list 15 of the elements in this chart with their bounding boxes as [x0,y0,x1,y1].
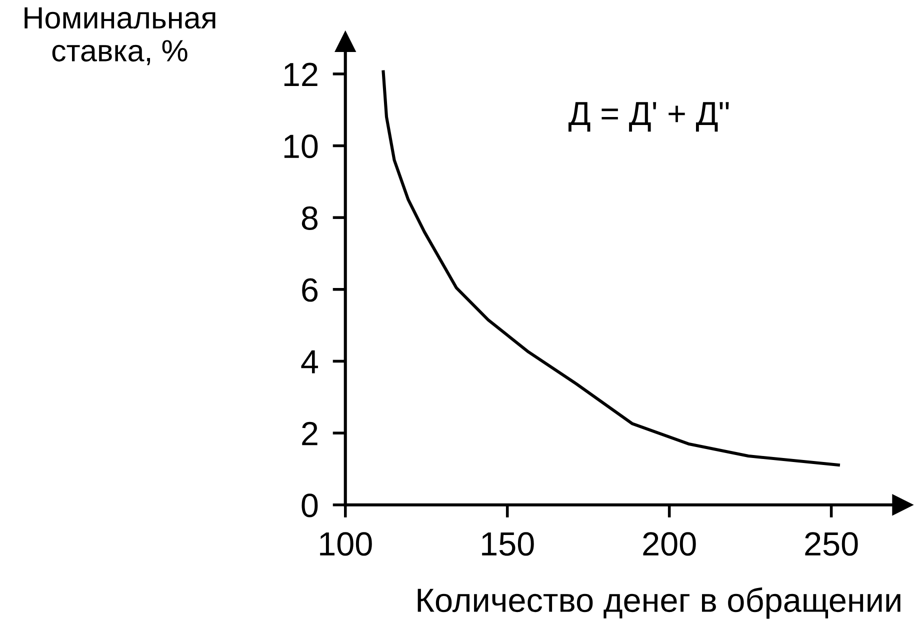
y-tick-label: 6 [302,278,318,302]
y-tick-label: 10 [284,134,318,158]
line-series [382,70,840,467]
x-tick-label: 100 [320,532,372,556]
x-tick-label: 150 [482,532,534,556]
y-tick-label: 8 [302,206,318,230]
y-tick-label: 2 [302,422,318,446]
x-tick-label: 200 [643,532,696,556]
x-tick-label: 250 [805,532,858,556]
x-axis-title: Количество денег в обращении [418,587,900,619]
y-tick-label: 0 [302,494,318,518]
annotation: Д = Д' + Д" [568,102,729,132]
y-tick-label: 4 [301,350,318,374]
y-axis-title: Номинальная ставка, % [24,7,216,66]
y-tick-label: 12 [284,62,318,86]
